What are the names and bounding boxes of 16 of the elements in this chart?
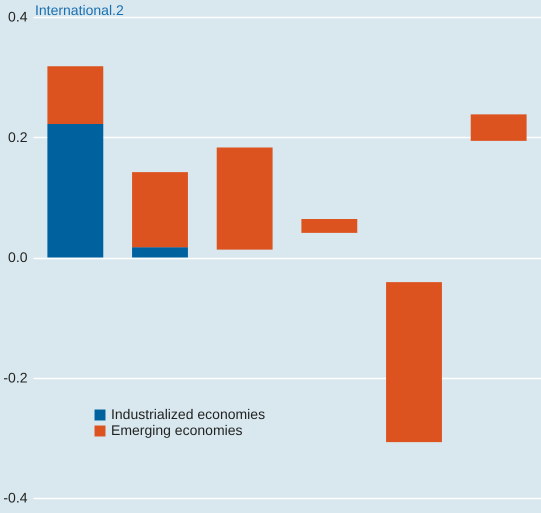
bar [47, 66, 104, 124]
bar [132, 172, 188, 248]
bar [132, 247, 188, 258]
bar [470, 114, 527, 141]
chart-title: International.2 [35, 2, 124, 18]
y-tick-label: 0.2 [8, 128, 28, 145]
y-tick-label: -0.2 [3, 369, 28, 386]
y-tick-label: -0.4 [3, 490, 28, 506]
bar [301, 219, 358, 233]
bar [216, 147, 273, 250]
y-tick-label: 0.0 [8, 249, 28, 265]
legend-label: Emerging economies [111, 422, 243, 438]
bar [47, 124, 104, 258]
y-tick-label: 0.4 [8, 8, 28, 24]
legend-label: Industrialized economies [111, 406, 266, 422]
bar [386, 282, 442, 442]
